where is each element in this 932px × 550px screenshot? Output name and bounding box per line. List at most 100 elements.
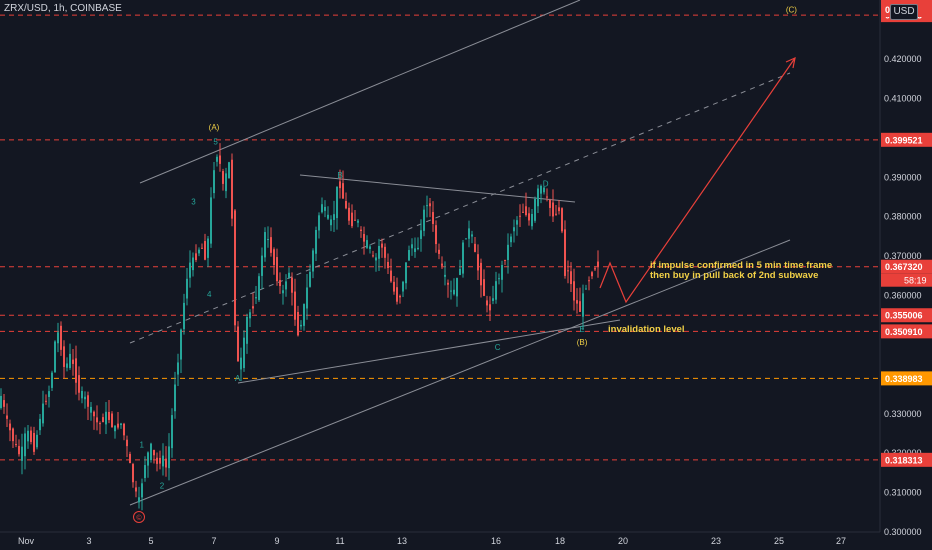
candle-body: [207, 238, 209, 258]
candle-body: [270, 237, 272, 253]
candle-body: [225, 173, 227, 192]
candle-body: [255, 297, 257, 299]
candle-body: [558, 207, 560, 212]
candle-body: [282, 290, 284, 294]
price-levels: [0, 14, 880, 461]
price-tick-label: 0.310000: [884, 488, 922, 498]
price-level-tag[interactable]: [881, 324, 932, 339]
time-axis-bg: [0, 533, 880, 550]
candle-body: [192, 257, 194, 271]
candle-body: [519, 215, 521, 217]
candle-body: [528, 213, 530, 221]
candle-body: [405, 262, 407, 284]
candle-body: [369, 246, 371, 249]
candle-body: [402, 281, 404, 292]
candle-body: [273, 249, 275, 266]
candle-body: [84, 396, 86, 400]
price-level-tag[interactable]: [881, 132, 932, 147]
candle-body: [354, 219, 356, 221]
candle-body: [576, 300, 578, 304]
triangle-upper-line[interactable]: [299, 174, 576, 203]
time-tick-label: 3: [86, 536, 91, 546]
projection-path[interactable]: [599, 57, 796, 304]
candle-body: [411, 244, 413, 249]
candle-body: [57, 332, 59, 344]
candle-body: [516, 220, 518, 225]
candle-body: [414, 248, 416, 252]
candle-body: [396, 287, 398, 302]
wave-label: B: [337, 171, 342, 180]
time-tick-label: 20: [618, 536, 628, 546]
wave-label: C: [495, 343, 501, 352]
candle-body: [204, 241, 206, 260]
candle-body: [591, 272, 593, 277]
annotations: if impulse confirmed in 5 min time frame…: [608, 260, 832, 335]
price-level-tag-text: 0.367320: [885, 262, 923, 272]
candle-body: [456, 277, 458, 297]
candle-body: [237, 326, 239, 362]
candle-body: [216, 156, 218, 162]
symbol-title: ZRX/USD, 1h, COINBASE: [4, 3, 122, 14]
candle-body: [300, 324, 302, 327]
candle-body: [126, 439, 128, 447]
candle-body: [276, 257, 278, 282]
candle-body: [291, 277, 293, 293]
candle-body: [165, 458, 167, 468]
candle-body: [321, 204, 323, 213]
price-level-tag[interactable]: [881, 371, 932, 386]
currency-badge[interactable]: USD: [890, 4, 918, 20]
price-tick-label: 0.420000: [884, 54, 922, 64]
candle-body: [135, 487, 137, 492]
candle-body: [432, 212, 434, 224]
price-level-tag-top-text: 0: [885, 5, 890, 15]
channel-upper-line[interactable]: [139, 0, 581, 184]
candle-body: [552, 202, 554, 217]
candle-body: [129, 453, 131, 464]
candles: [0, 143, 599, 511]
candle-body: [189, 262, 191, 278]
price-tick-label: 0.380000: [884, 212, 922, 222]
triangle-lower-line[interactable]: [237, 319, 621, 384]
candle-body: [33, 432, 35, 452]
candle-body: [60, 325, 62, 350]
candle-body: [294, 291, 296, 320]
candle-body: [51, 372, 53, 388]
channel-mid-line-dashed[interactable]: [129, 72, 791, 344]
wave-labels: (A) 5 3 4 1 2 B A D C E (B) (C) ©: [133, 6, 797, 523]
price-level-tag[interactable]: [881, 259, 932, 274]
candle-body: [120, 423, 122, 426]
wave-label: (B): [577, 338, 588, 347]
wave-label: D: [543, 179, 549, 188]
candle-body: [36, 434, 38, 448]
candle-body: [123, 423, 125, 436]
candle-body: [378, 245, 380, 259]
candle-body: [423, 209, 425, 231]
candle-body: [438, 249, 440, 254]
candle-body: [483, 279, 485, 296]
candle-body: [384, 246, 386, 258]
candle-body: [90, 406, 92, 413]
price-level-tag[interactable]: [881, 308, 932, 323]
candle-body: [12, 428, 14, 442]
candle-body: [3, 400, 5, 407]
candle-body: [69, 353, 71, 369]
time-tick-label: 9: [274, 536, 279, 546]
candle-body: [96, 417, 98, 423]
annotation-text: then buy in pull back of 2nd subwave: [650, 270, 818, 281]
trendlines: [129, 0, 796, 506]
candle-body: [279, 280, 281, 287]
wave-label: 3: [191, 198, 196, 207]
wave-label: 4: [207, 290, 212, 299]
candle-body: [339, 181, 341, 189]
price-level-tag[interactable]: [881, 452, 932, 467]
candle-body: [336, 186, 338, 219]
time-tick-label: 13: [397, 536, 407, 546]
wave-label: 5: [213, 138, 218, 147]
candle-body: [429, 203, 431, 207]
candle-body: [387, 261, 389, 269]
channel-lower-line[interactable]: [129, 239, 791, 506]
candle-body: [219, 155, 221, 164]
candle-body: [471, 234, 473, 237]
candle-body: [531, 213, 533, 227]
